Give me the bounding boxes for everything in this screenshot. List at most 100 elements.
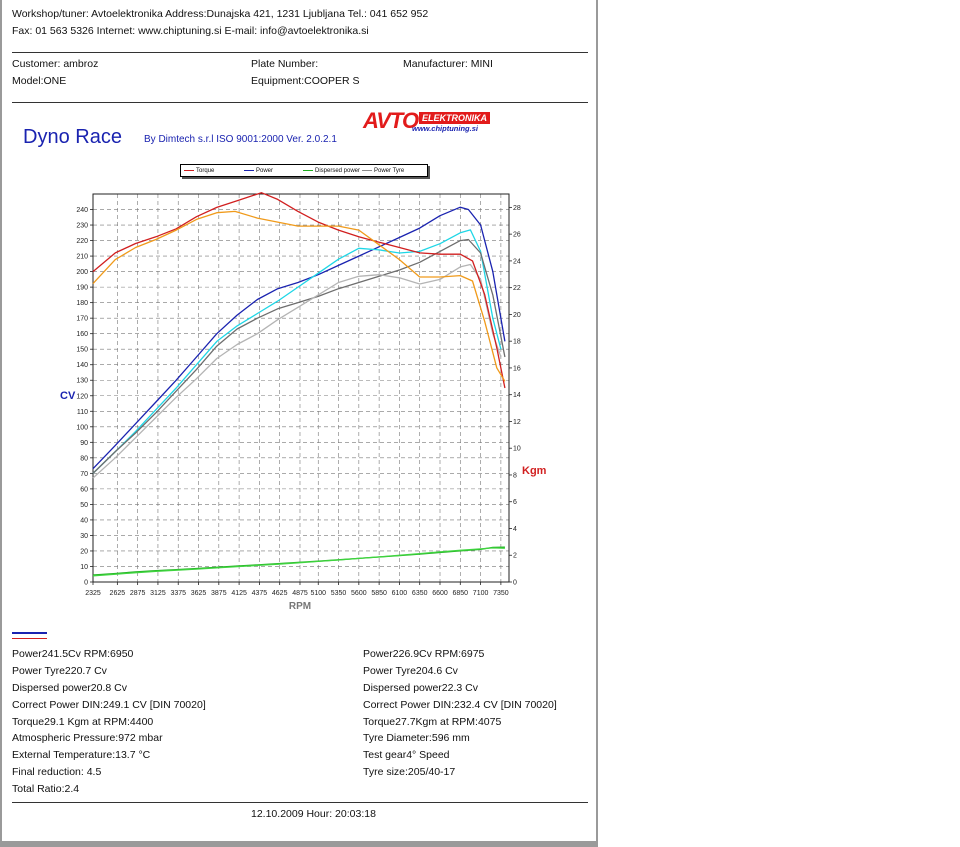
logo-website: www.chiptuning.si — [412, 124, 478, 133]
x-tick-label: 4125 — [231, 590, 247, 597]
x-tick-label: 7100 — [473, 590, 489, 597]
y-tick-label: 200 — [76, 269, 88, 276]
summary-left-item: Correct Power DIN:249.1 CV [DIN 70020] — [12, 699, 206, 711]
y-tick-label: 240 — [76, 207, 88, 214]
manufacturer-field: Manufacturer: MINI — [403, 58, 493, 70]
legend-label: Power — [256, 168, 274, 174]
divider — [12, 52, 588, 53]
y2-tick-label: 18 — [513, 339, 521, 346]
summary-right-item: Correct Power DIN:232.4 CV [DIN 70020] — [363, 699, 557, 711]
y2-tick-label: 4 — [513, 526, 517, 533]
y-tick-label: 130 — [76, 378, 88, 385]
report-subtitle: By Dimtech s.r.l ISO 9001:2000 Ver. 2.0.… — [144, 134, 337, 145]
dyno-chart: 0102030405060708090100110120130140150160… — [60, 192, 547, 612]
y2-tick-label: 16 — [513, 365, 521, 372]
x-tick-label: 3625 — [191, 590, 207, 597]
summary-left-item: Torque29.1 Kgm at RPM:4400 — [12, 716, 154, 728]
model-field: Model:ONE — [12, 75, 67, 87]
workshop-line: Workshop/tuner: Avtoelektronika Address:… — [12, 8, 429, 20]
y2-axis-label: Kgm — [522, 465, 547, 477]
divider — [12, 802, 588, 803]
summary-right-item: Power226.9Cv RPM:6975 — [363, 648, 485, 660]
legend-item-power: Power — [244, 167, 273, 175]
x-tick-label: 5350 — [331, 590, 347, 597]
logo-badge: ELEKTRONIKA — [419, 112, 490, 124]
summary-color-line-1 — [12, 632, 47, 634]
y-tick-label: 140 — [76, 362, 88, 369]
x-tick-label: 2325 — [85, 590, 101, 597]
legend-item-dispersed-power: Dispersed power — [303, 167, 360, 175]
y-tick-label: 10 — [80, 564, 88, 571]
y-tick-label: 100 — [76, 424, 88, 431]
x-tick-label: 6100 — [392, 590, 408, 597]
summary-right-item: Power Tyre204.6 Cv — [363, 665, 458, 677]
y-tick-label: 220 — [76, 238, 88, 245]
y2-tick-label: 22 — [513, 285, 521, 292]
y2-tick-label: 6 — [513, 499, 517, 506]
legend-label: Power Tyre — [374, 168, 405, 174]
summary-color-line-2 — [12, 638, 47, 639]
y-tick-label: 60 — [80, 486, 88, 493]
summary-left-item: Dispersed power20.8 Cv — [12, 682, 127, 694]
divider — [12, 102, 588, 103]
y2-tick-label: 20 — [513, 312, 521, 319]
y-tick-label: 50 — [80, 502, 88, 509]
x-tick-label: 2625 — [110, 590, 126, 597]
chart-legend: Torque Power Dispersed power Power Tyre — [180, 164, 428, 177]
y2-tick-label: 14 — [513, 392, 521, 399]
y-tick-label: 30 — [80, 533, 88, 540]
y-tick-label: 180 — [76, 300, 88, 307]
report-page: Workshop/tuner: Avtoelektronika Address:… — [0, 0, 598, 847]
series-line-5 — [92, 210, 506, 382]
y2-tick-label: 24 — [513, 258, 521, 265]
y-tick-label: 230 — [76, 223, 88, 230]
y-tick-label: 80 — [80, 455, 88, 462]
x-tick-label: 3875 — [211, 590, 227, 597]
series-line-0 — [92, 206, 506, 470]
summary-left-item: Final reduction: 4.5 — [12, 766, 102, 778]
report-title: Dyno Race — [23, 126, 122, 148]
y2-tick-label: 8 — [513, 472, 517, 479]
legend-swatch — [184, 169, 194, 171]
series-line-4 — [92, 192, 506, 389]
x-tick-label: 6350 — [412, 590, 428, 597]
x-tick-label: 7350 — [493, 590, 509, 597]
y-tick-label: 190 — [76, 285, 88, 292]
y-tick-label: 110 — [77, 409, 88, 416]
y-tick-label: 90 — [80, 440, 88, 447]
y-tick-label: 170 — [76, 316, 88, 323]
x-tick-label: 5100 — [310, 590, 326, 597]
legend-swatch — [244, 169, 254, 171]
y-tick-label: 40 — [80, 517, 88, 524]
legend-label: Torque — [196, 168, 215, 174]
y-tick-label: 210 — [76, 254, 88, 261]
summary-right-item: Torque27.7Kgm at RPM:4075 — [363, 716, 502, 728]
summary-right-item: Dispersed power22.3 Cv — [363, 682, 478, 694]
contact-line: Fax: 01 563 5326 Internet: www.chiptunin… — [12, 25, 369, 37]
series-line-1 — [92, 229, 502, 474]
y-tick-label: 150 — [76, 347, 88, 354]
summary-left-item: Power241.5Cv RPM:6950 — [12, 648, 134, 660]
x-tick-label: 5600 — [351, 590, 367, 597]
report-date: 12.10.2009 Hour: 20:03:18 — [251, 808, 376, 820]
plate-field: Plate Number: — [251, 58, 319, 70]
y-tick-label: 0 — [84, 580, 88, 587]
summary-left-item: Total Ratio:2.4 — [12, 783, 80, 795]
x-tick-label: 3375 — [170, 590, 186, 597]
x-tick-label: 2875 — [130, 590, 146, 597]
y2-tick-label: 12 — [513, 419, 521, 426]
y-axis-label: CV — [60, 390, 76, 402]
series-line-3 — [92, 263, 502, 479]
summary-left-item: Power Tyre220.7 Cv — [12, 665, 107, 677]
y-tick-label: 120 — [76, 393, 88, 400]
equipment-field: Equipment:COOPER S — [251, 75, 360, 87]
y2-tick-label: 10 — [513, 446, 521, 453]
x-tick-label: 5850 — [371, 590, 387, 597]
x-tick-label: 4875 — [292, 590, 308, 597]
y2-tick-label: 0 — [513, 580, 517, 587]
summary-right-item: Tyre size:205/40-17 — [363, 766, 456, 778]
x-tick-label: 4625 — [272, 590, 288, 597]
series-line-7 — [92, 547, 505, 577]
plot-frame — [92, 193, 510, 583]
summary-right-item: Test gear4° Speed — [363, 749, 450, 761]
